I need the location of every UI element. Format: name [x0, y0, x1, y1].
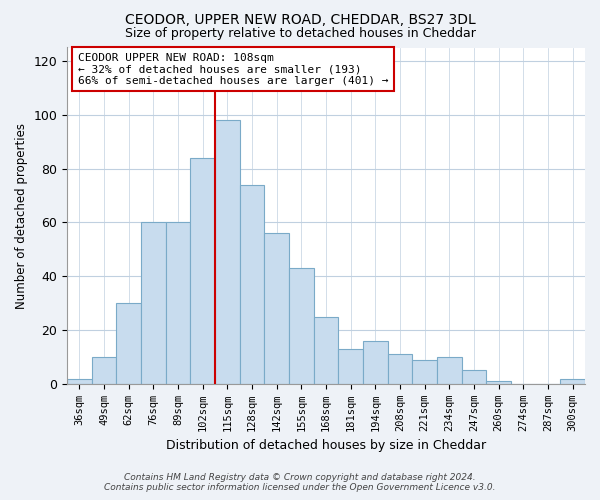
Bar: [215, 120, 240, 384]
Bar: [289, 268, 314, 384]
X-axis label: Distribution of detached houses by size in Cheddar: Distribution of detached houses by size …: [166, 440, 486, 452]
Bar: [166, 222, 190, 384]
Text: CEODOR, UPPER NEW ROAD, CHEDDAR, BS27 3DL: CEODOR, UPPER NEW ROAD, CHEDDAR, BS27 3D…: [125, 12, 475, 26]
Bar: [116, 303, 141, 384]
Y-axis label: Number of detached properties: Number of detached properties: [15, 122, 28, 308]
Text: CEODOR UPPER NEW ROAD: 108sqm
← 32% of detached houses are smaller (193)
66% of : CEODOR UPPER NEW ROAD: 108sqm ← 32% of d…: [77, 52, 388, 86]
Bar: [141, 222, 166, 384]
Bar: [487, 382, 511, 384]
Bar: [338, 349, 363, 384]
Bar: [388, 354, 412, 384]
Bar: [92, 357, 116, 384]
Bar: [314, 316, 338, 384]
Bar: [67, 378, 92, 384]
Bar: [363, 341, 388, 384]
Bar: [412, 360, 437, 384]
Bar: [462, 370, 487, 384]
Text: Contains HM Land Registry data © Crown copyright and database right 2024.
Contai: Contains HM Land Registry data © Crown c…: [104, 473, 496, 492]
Text: Size of property relative to detached houses in Cheddar: Size of property relative to detached ho…: [125, 28, 475, 40]
Bar: [240, 185, 265, 384]
Bar: [265, 233, 289, 384]
Bar: [437, 357, 462, 384]
Bar: [560, 378, 585, 384]
Bar: [190, 158, 215, 384]
